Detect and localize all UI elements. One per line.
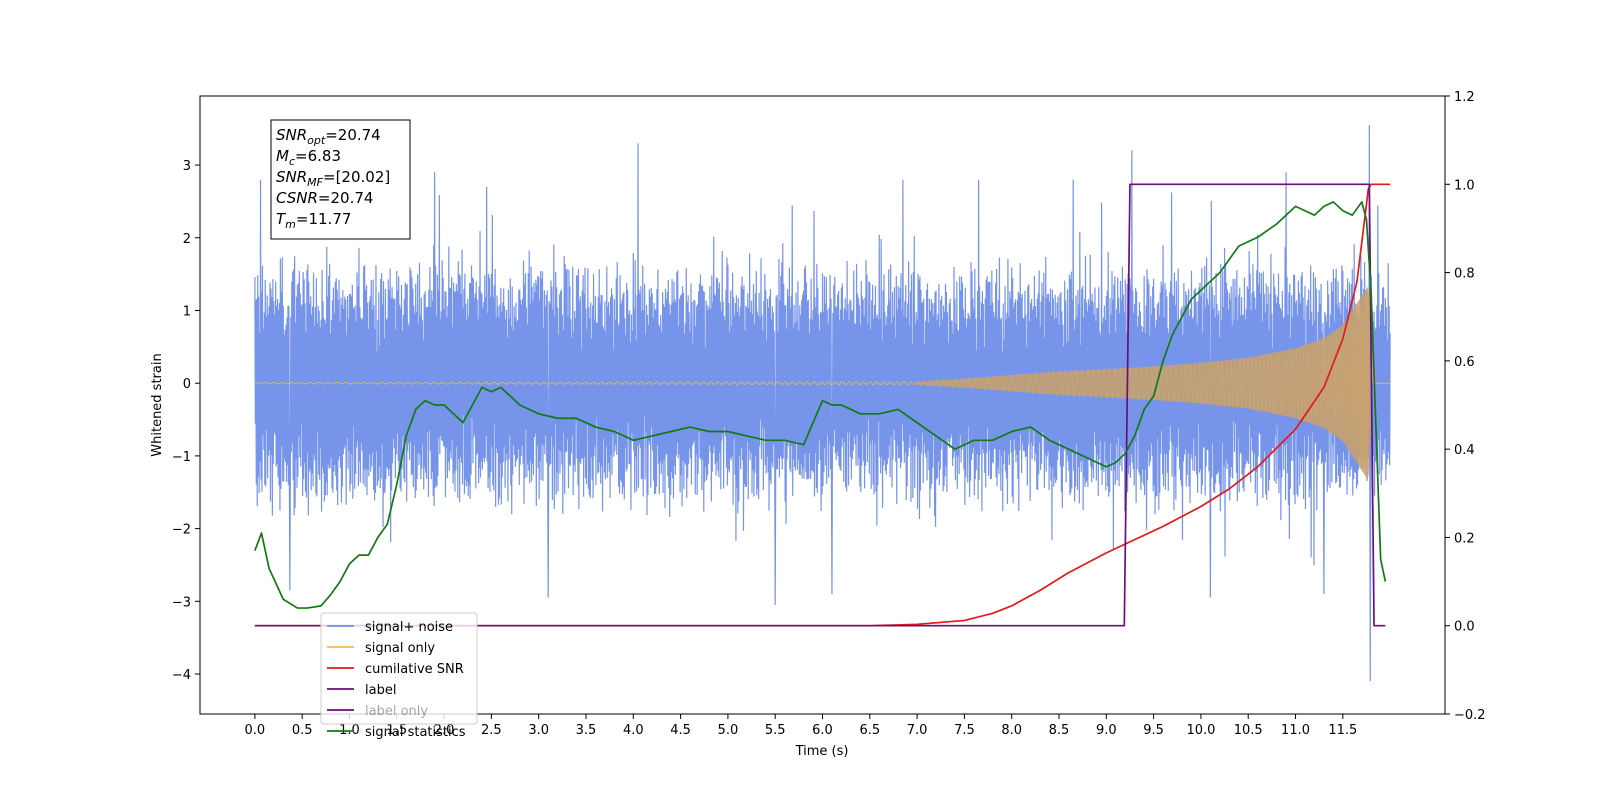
y-axis-right: −0.2 0.0 0.2 0.4 0.6 0.8 1.0 1.2	[1445, 90, 1486, 723]
x-axis-title: Time (s)	[795, 744, 849, 759]
info-value: =20.74	[325, 126, 381, 144]
info-value: =20.74	[318, 189, 374, 207]
info-line: SNRopt=20.74	[276, 126, 381, 147]
info-line: CSNR=20.74	[276, 189, 373, 207]
y-right-tick-label: −0.2	[1454, 708, 1486, 723]
y-tick-label: 3	[183, 159, 191, 174]
x-tick-label: 4.0	[623, 723, 644, 738]
info-value: =[20.02]	[323, 168, 390, 186]
y-tick-label: −3	[172, 595, 191, 610]
info-symbol: SNR	[276, 126, 307, 144]
info-subscript: c	[289, 155, 295, 168]
x-tick-label: 3.0	[528, 723, 549, 738]
x-tick-label: 10.0	[1186, 723, 1215, 738]
legend-label: cumilative SNR	[365, 662, 464, 677]
info-subscript: MF	[307, 176, 323, 189]
legend-label: signal statistics	[365, 725, 466, 740]
info-value: =11.77	[296, 210, 352, 228]
x-tick-label: 7.0	[907, 723, 928, 738]
y-tick-label: 2	[183, 232, 191, 247]
legend: signal+ noise signal only cumilative SNR la…	[320, 612, 478, 740]
info-symbol: T	[276, 210, 287, 228]
y-axis-left: −4 −3 −2 −1 0 1 2 3	[172, 159, 200, 683]
x-tick-label: 9.5	[1143, 723, 1164, 738]
x-tick-label: 7.5	[954, 723, 975, 738]
info-line: Mc=6.83	[276, 147, 341, 168]
x-tick-label: 2.5	[481, 723, 502, 738]
x-tick-label: 8.0	[1001, 723, 1022, 738]
y-right-tick-label: 0.2	[1454, 531, 1475, 546]
x-tick-label: 6.5	[859, 723, 880, 738]
x-tick-label: 11.5	[1328, 723, 1357, 738]
y-tick-label: 1	[183, 304, 191, 319]
x-tick-label: 10.5	[1234, 723, 1263, 738]
x-tick-label: 3.5	[576, 723, 597, 738]
y-right-tick-label: 1.2	[1454, 90, 1475, 105]
x-tick-label: 2.0	[434, 723, 455, 738]
series-signal-statistics	[254, 201, 1387, 609]
legend-label: signal only	[365, 641, 435, 656]
y-right-tick-label: 0.4	[1454, 443, 1475, 458]
series-label	[254, 183, 1386, 627]
x-tick-label: 4.5	[670, 723, 691, 738]
x-tick-label: 1.5	[386, 723, 407, 738]
x-tick-label: 11.0	[1281, 723, 1310, 738]
y-tick-label: −4	[172, 668, 191, 683]
info-box: SNRopt=20.74Mc=6.83SNRMF=[20.02]CSNR=20.…	[270, 119, 411, 240]
y-right-tick-label: 0.0	[1454, 620, 1475, 635]
series-signal-noise	[254, 125, 1391, 682]
x-tick-label: 0.0	[245, 723, 266, 738]
y-tick-label: 0	[183, 377, 191, 392]
info-value: =6.83	[295, 147, 341, 165]
info-subscript: m	[285, 218, 296, 231]
y-axis-title: Whitened strain	[150, 353, 165, 456]
x-tick-label: 5.0	[718, 723, 739, 738]
info-line: SNRMF=[20.02]	[276, 168, 390, 189]
y-tick-label: −2	[172, 523, 191, 538]
info-subscript: opt	[307, 134, 326, 147]
x-tick-label: 9.0	[1096, 723, 1117, 738]
info-line: Tm=11.77	[276, 210, 351, 231]
info-box-frame	[270, 119, 411, 240]
series-cumilative-snr	[254, 183, 1391, 627]
legend-label: signal+ noise	[365, 620, 453, 635]
y-right-tick-label: 0.6	[1454, 355, 1475, 370]
info-symbol: SNR	[276, 168, 307, 186]
x-tick-label: 0.5	[292, 723, 313, 738]
legend-label: label only	[365, 704, 428, 719]
series-signal-only-fill	[917, 286, 1373, 480]
info-symbol: M	[276, 147, 289, 165]
legend-label: label	[365, 683, 396, 698]
x-tick-label: 6.0	[812, 723, 833, 738]
x-tick-label: 8.5	[1049, 723, 1070, 738]
x-axis: 0.0 0.5 1.0 1.5 2.0 2.5 3.0 3.5 4.0 4.5 5.0 5.5 6.0 6…	[245, 714, 1357, 738]
x-tick-label: 5.5	[765, 723, 786, 738]
info-symbol: CSNR	[276, 189, 318, 207]
legend-frame	[320, 612, 478, 725]
y-right-tick-label: 1.0	[1454, 178, 1475, 193]
series-layer	[254, 125, 1391, 682]
y-right-tick-label: 0.8	[1454, 267, 1475, 282]
y-tick-label: −1	[172, 450, 191, 465]
